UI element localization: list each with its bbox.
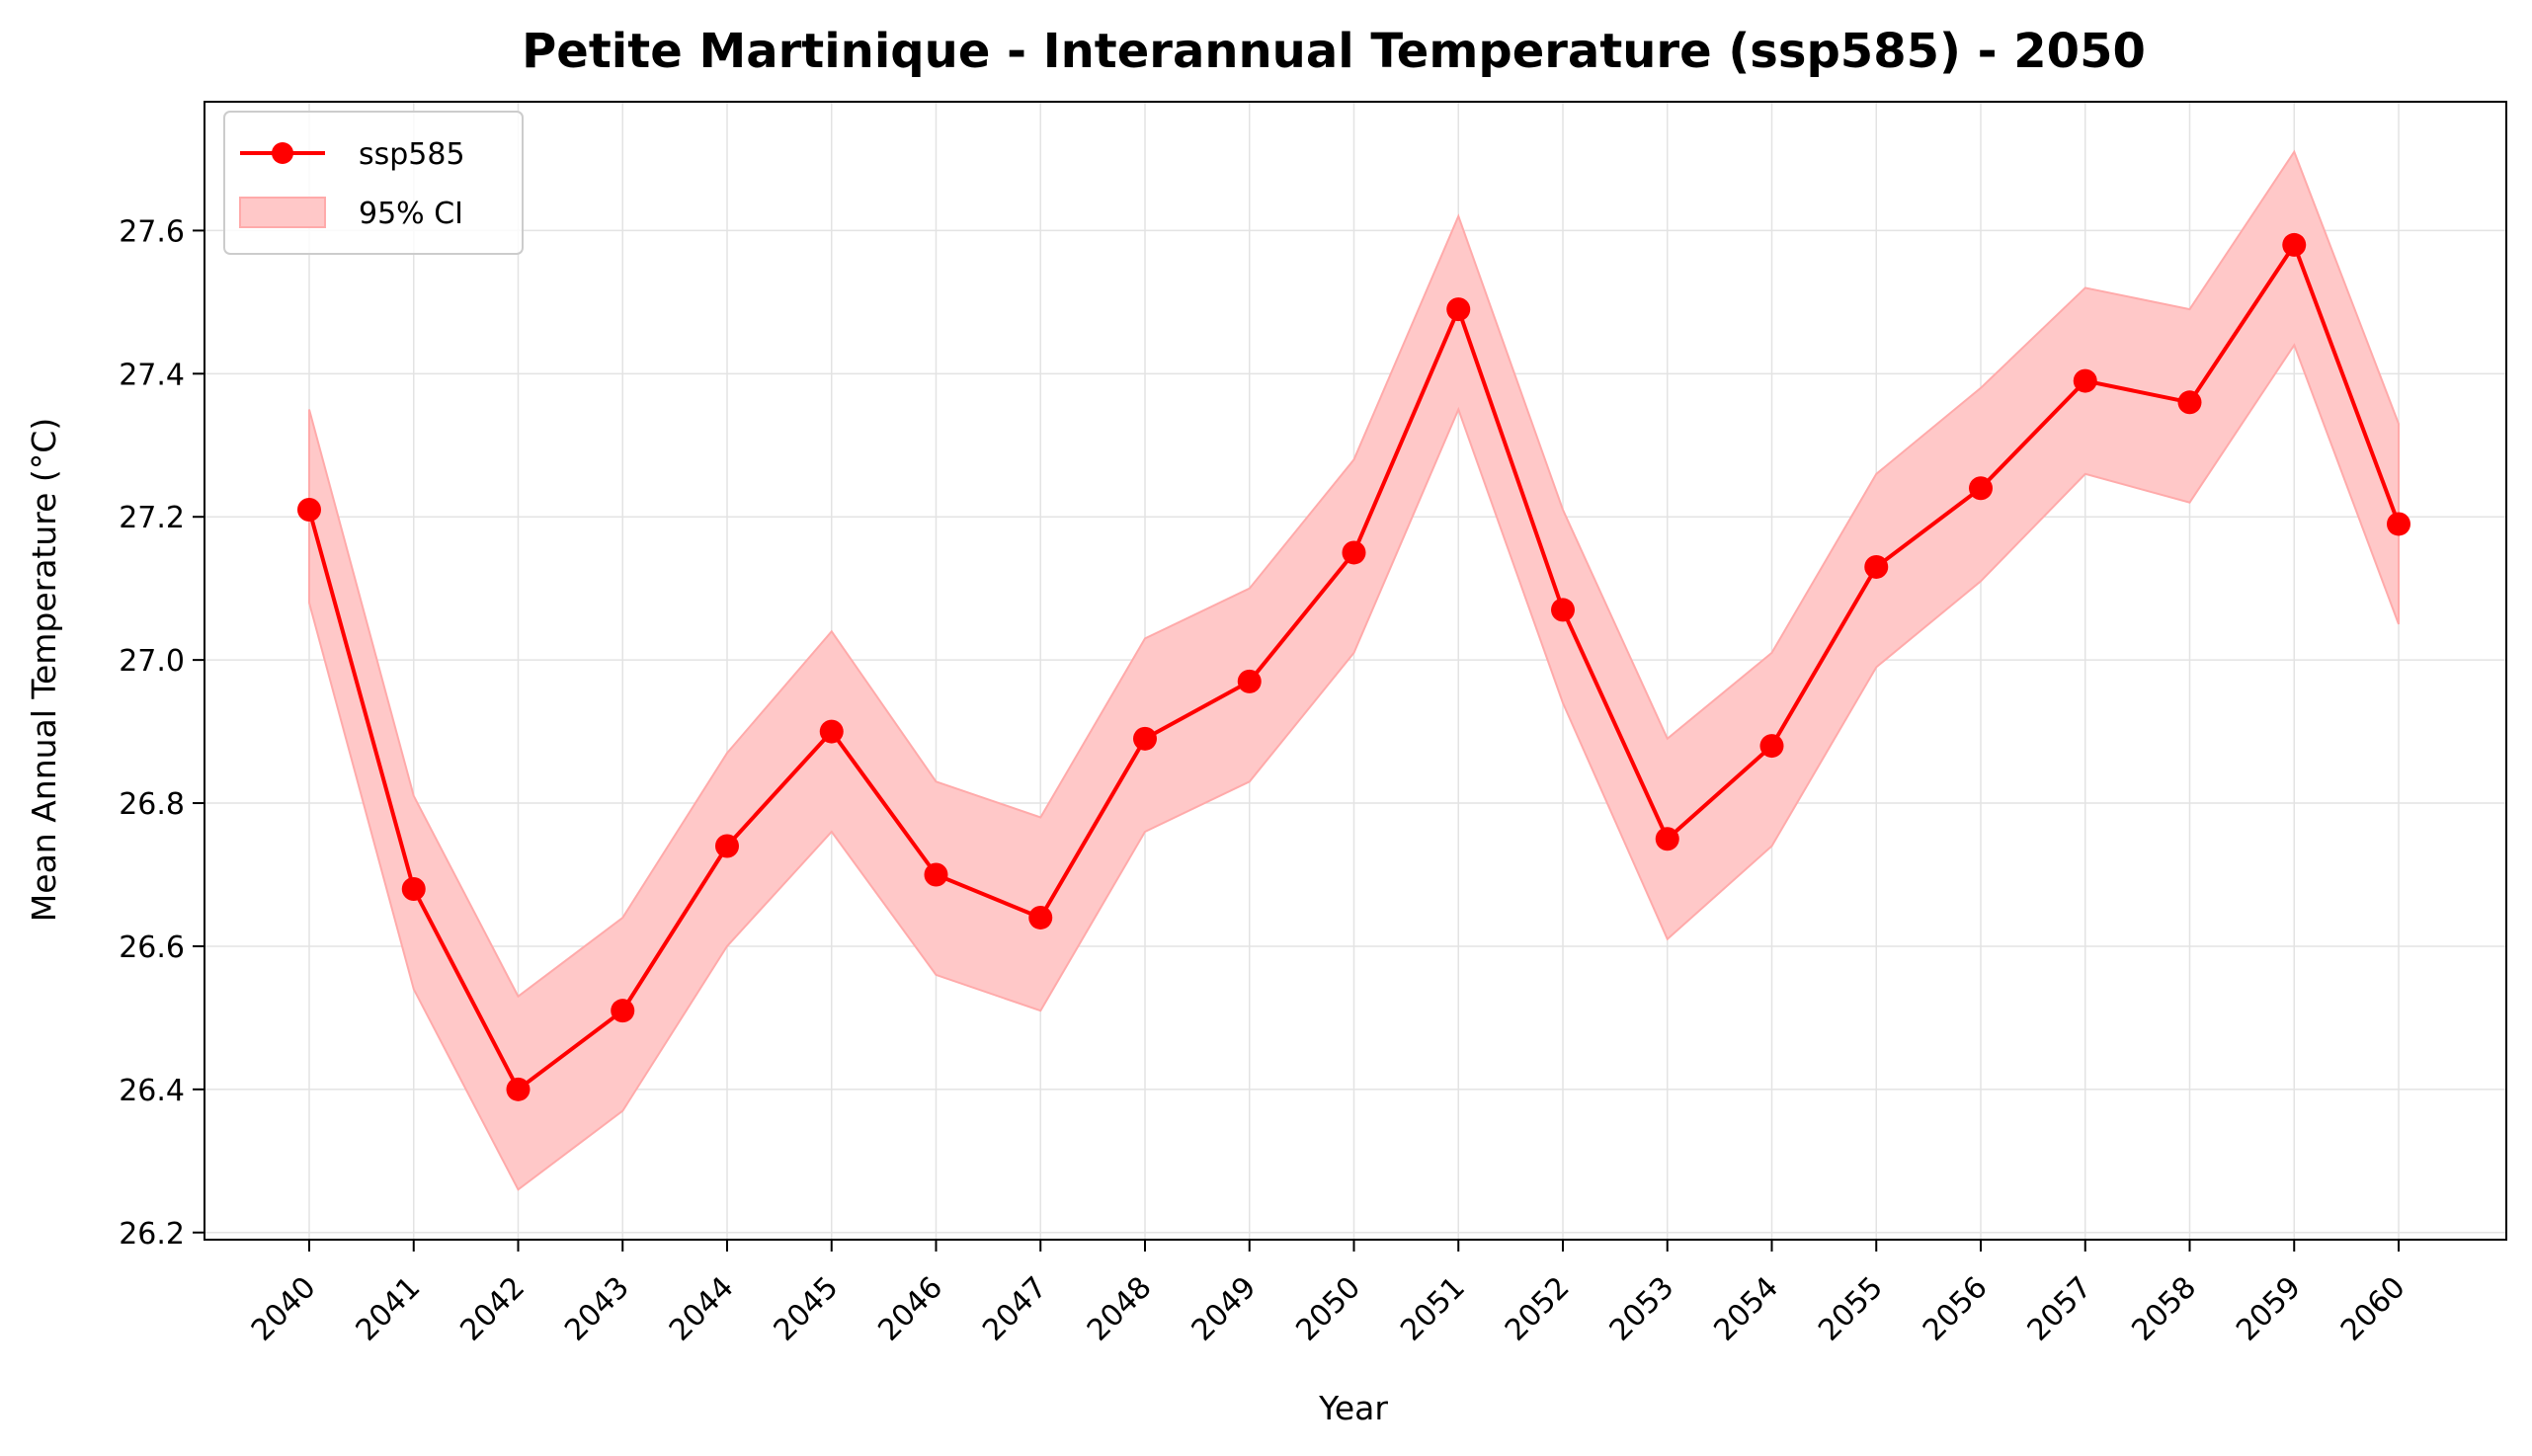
y-tick-label: 26.2 <box>119 1217 185 1252</box>
plot-frame <box>204 101 2507 1241</box>
data-point <box>1237 669 1262 693</box>
y-tick-label: 26.8 <box>119 787 185 822</box>
data-point <box>297 497 321 522</box>
y-axis: 26.2 26.4 26.6 26.8 27.0 27.2 27.4 27.6 <box>119 214 204 1252</box>
chart-title: Petite Martinique - Interannual Temperat… <box>522 24 2146 79</box>
legend-marker-swatch <box>272 142 293 164</box>
data-point <box>2387 512 2410 536</box>
data-point <box>1655 827 1679 851</box>
legend-band-swatch <box>239 197 326 228</box>
data-point <box>401 876 426 901</box>
series-markers <box>297 232 2410 1101</box>
legend-box <box>223 111 524 255</box>
data-point <box>1759 734 1784 759</box>
y-tick-label: 27.4 <box>119 358 185 392</box>
y-tick-label: 27.6 <box>119 214 185 249</box>
data-point <box>1342 540 1366 565</box>
data-point <box>506 1077 531 1101</box>
y-tick-label: 26.6 <box>119 930 185 965</box>
data-point <box>2073 368 2097 393</box>
x-axis-label: Year <box>1318 1389 1388 1427</box>
data-point <box>611 999 635 1023</box>
data-point <box>715 834 739 858</box>
data-point <box>1133 726 1157 751</box>
data-point <box>819 719 844 744</box>
data-point <box>924 862 948 887</box>
data-point <box>2177 390 2202 415</box>
y-tick-label: 26.4 <box>119 1074 185 1108</box>
data-point <box>1446 297 1471 322</box>
data-point <box>2282 232 2307 257</box>
data-point <box>1028 905 1053 930</box>
y-tick-label: 27.2 <box>119 501 185 535</box>
data-point <box>1969 476 1993 501</box>
legend: ssp585 95% CI <box>223 111 524 255</box>
data-point <box>1864 554 1889 579</box>
legend-label-ssp585: ssp585 <box>359 137 465 172</box>
y-tick-label: 27.0 <box>119 644 185 679</box>
y-axis-label: Mean Annual Temperature (°C) <box>25 418 63 922</box>
legend-label-ci: 95% CI <box>359 197 463 231</box>
data-point <box>1551 598 1575 622</box>
